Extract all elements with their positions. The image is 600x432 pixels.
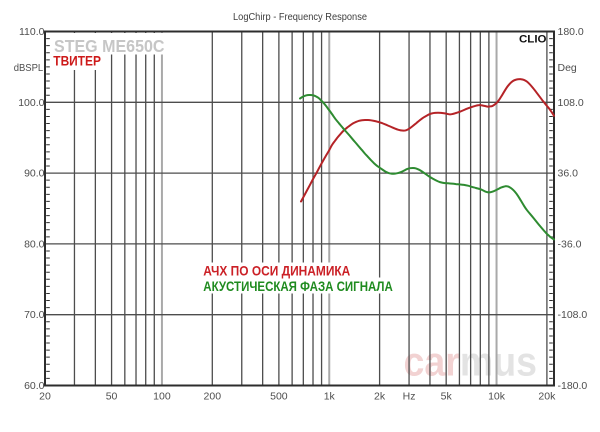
svg-text:90.0: 90.0 xyxy=(24,168,45,180)
svg-text:80.0: 80.0 xyxy=(24,238,45,250)
svg-text:LogChirp - Frequency Response: LogChirp - Frequency Response xyxy=(233,12,367,23)
svg-text:108.0: 108.0 xyxy=(558,97,584,109)
svg-text:carmus: carmus xyxy=(404,338,538,384)
svg-text:CLIO: CLIO xyxy=(519,34,547,46)
svg-text:500: 500 xyxy=(270,391,288,403)
svg-text:АЧХ ПО ОСИ ДИНАМИКА: АЧХ ПО ОСИ ДИНАМИКА xyxy=(203,263,350,279)
svg-text:STEG ME650C: STEG ME650C xyxy=(54,36,165,56)
svg-text:110.0: 110.0 xyxy=(19,26,45,38)
svg-text:20: 20 xyxy=(39,391,51,403)
svg-text:1k: 1k xyxy=(324,391,336,403)
svg-text:Deg: Deg xyxy=(558,62,577,74)
svg-text:-180.0: -180.0 xyxy=(558,380,588,392)
svg-text:100: 100 xyxy=(153,391,171,403)
svg-text:100.0: 100.0 xyxy=(18,97,44,109)
svg-text:20k: 20k xyxy=(538,391,556,403)
svg-text:5k: 5k xyxy=(441,391,453,403)
svg-text:2k: 2k xyxy=(374,391,386,403)
svg-text:200: 200 xyxy=(204,391,222,403)
svg-text:dBSPL: dBSPL xyxy=(14,62,44,74)
svg-text:-108.0: -108.0 xyxy=(558,309,588,321)
svg-text:70.0: 70.0 xyxy=(24,309,45,321)
svg-text:АКУСТИЧЕСКАЯ ФАЗА СИГНАЛА: АКУСТИЧЕСКАЯ ФАЗА СИГНАЛА xyxy=(203,278,392,294)
svg-text:10k: 10k xyxy=(488,391,506,403)
svg-text:Hz: Hz xyxy=(403,391,416,403)
svg-text:60.0: 60.0 xyxy=(24,380,45,392)
svg-text:36.0: 36.0 xyxy=(558,168,579,180)
svg-text:-36.0: -36.0 xyxy=(558,238,582,250)
svg-text:180.0: 180.0 xyxy=(558,26,584,38)
svg-text:ТВИТЕР: ТВИТЕР xyxy=(53,53,101,69)
svg-text:50: 50 xyxy=(106,391,118,403)
